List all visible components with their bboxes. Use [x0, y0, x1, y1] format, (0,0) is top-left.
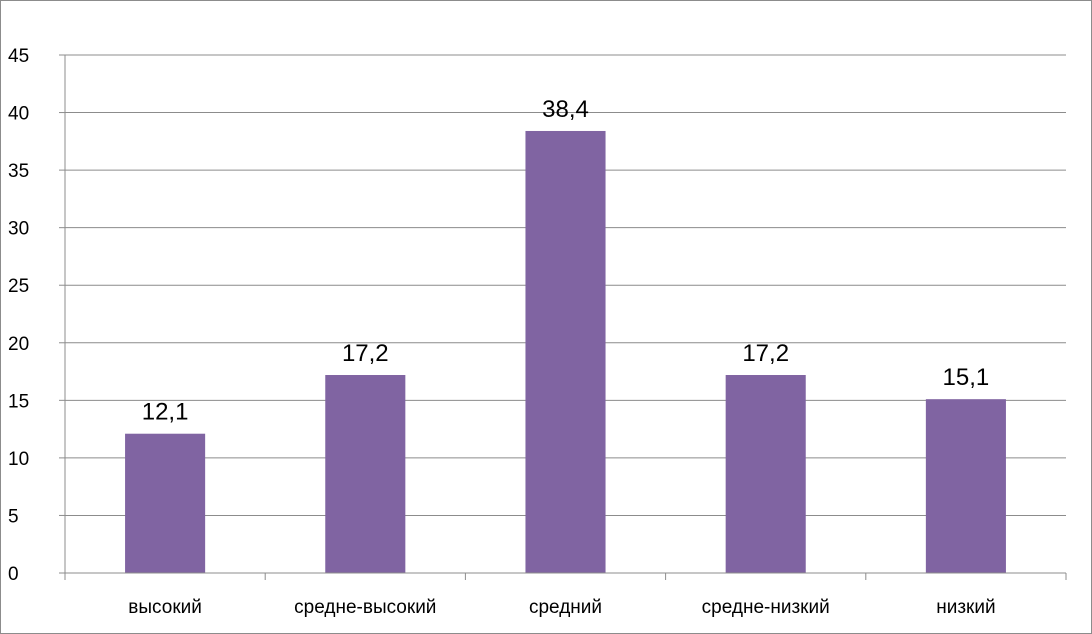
data-labels: 12,1 17,2 38,4 17,2 15,1: [142, 96, 990, 426]
y-tick-label: 10: [8, 449, 29, 470]
y-tick-label: 0: [8, 564, 19, 585]
data-label-4: 15,1: [943, 364, 990, 391]
y-tick-label: 35: [8, 161, 29, 182]
bar-4: [925, 399, 1006, 573]
y-tick-label: 30: [8, 219, 29, 240]
bar-0: [125, 433, 206, 573]
bar-1: [325, 375, 406, 573]
category-labels: высокий средне-высокий средний средне-низки…: [128, 597, 995, 618]
bar-2: [525, 130, 606, 573]
bars: [125, 130, 1006, 573]
y-tick-label: 25: [8, 276, 29, 297]
data-label-1: 17,2: [342, 340, 389, 367]
y-axis-tick-labels: 0 5 10 15 20 25 30 35 40 45: [8, 46, 29, 585]
category-label-4: низкий: [936, 597, 995, 618]
data-label-0: 12,1: [142, 399, 189, 426]
data-label-3: 17,2: [742, 340, 789, 367]
category-label-3: средне-низкий: [702, 597, 830, 618]
data-label-2: 38,4: [542, 96, 589, 123]
category-label-2: средний: [529, 597, 602, 618]
y-tick-label: 20: [8, 334, 29, 355]
x-axis: [64, 572, 1067, 580]
y-tick-label: 40: [8, 104, 29, 125]
category-label-1: средне-высокий: [294, 597, 436, 618]
y-tick-label: 45: [8, 46, 29, 67]
y-tick-label: 5: [8, 506, 19, 527]
bar-3: [725, 375, 806, 573]
category-label-0: высокий: [128, 597, 202, 618]
y-tick-label: 15: [8, 391, 29, 412]
